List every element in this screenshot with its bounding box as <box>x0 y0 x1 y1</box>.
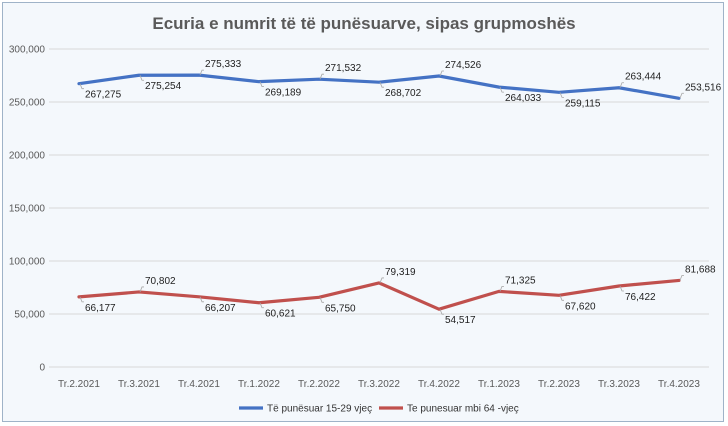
data-label-leader <box>319 297 324 303</box>
legend-label: Te punesuar mbi 64 -vjeç <box>407 404 519 415</box>
x-tick-label: Tr.3.2021 <box>118 379 160 390</box>
data-labels: 267,275 275,254 275,333 269,189 271,532 268,7… <box>79 59 722 326</box>
x-tick-label: Tr.2.2023 <box>538 379 580 390</box>
data-point <box>497 85 501 89</box>
chart-title: Ecuria e numrit të të punësuarve, sipas … <box>152 14 575 33</box>
data-label: 60,621 <box>265 309 296 320</box>
data-label: 267,275 <box>85 90 122 101</box>
data-label: 54,517 <box>445 315 476 326</box>
data-point <box>557 91 561 94</box>
data-label-leader <box>439 70 444 77</box>
data-point <box>437 308 441 311</box>
legend-label: Të punësuar 15-29 vjeç <box>267 404 372 415</box>
data-point <box>377 80 381 84</box>
data-point <box>137 290 141 294</box>
data-point <box>77 82 81 85</box>
data-label: 65,750 <box>325 303 356 314</box>
data-point <box>257 301 261 304</box>
y-tick-label: 100,000 <box>9 257 46 268</box>
data-label: 264,033 <box>505 93 542 104</box>
data-point <box>617 86 621 89</box>
x-tick-label: Tr.1.2022 <box>238 379 280 390</box>
x-tick-label: Tr.4.2021 <box>178 379 220 390</box>
data-label-leader <box>679 92 684 99</box>
data-label-leader <box>139 75 144 81</box>
data-point <box>377 281 381 285</box>
data-label: 263,444 <box>625 72 662 83</box>
data-label-leader <box>79 83 84 90</box>
y-axis-ticks: 0 50,000 100,000 150,000 200,000 250,000 300,0… <box>9 45 46 374</box>
data-point <box>677 279 681 282</box>
data-point <box>197 295 201 299</box>
data-label-leader <box>559 295 564 301</box>
data-point <box>497 290 501 293</box>
data-label: 67,620 <box>565 301 596 312</box>
x-tick-label: Tr.4.2023 <box>658 379 700 390</box>
gridlines <box>49 48 709 368</box>
x-tick-label: Tr.3.2023 <box>598 379 640 390</box>
y-tick-label: 300,000 <box>9 45 46 56</box>
data-label-leader <box>379 277 384 284</box>
data-label-leader <box>199 296 204 303</box>
y-tick-label: 250,000 <box>9 98 46 109</box>
data-label: 66,177 <box>85 303 116 314</box>
data-label: 81,688 <box>685 264 716 275</box>
x-tick-label: Tr.2.2022 <box>298 379 340 390</box>
x-tick-label: Tr.3.2022 <box>358 379 400 390</box>
data-label-leader <box>199 69 204 76</box>
series-lines <box>77 73 681 311</box>
data-label-leader <box>79 296 84 303</box>
data-label: 259,115 <box>565 98 601 109</box>
data-label-leader <box>499 285 504 292</box>
data-point <box>617 284 621 288</box>
data-point <box>77 295 81 299</box>
data-label: 253,516 <box>685 82 722 93</box>
data-label: 71,325 <box>505 275 536 286</box>
legend: Të punësuar 15-29 vjeç Te punesuar mbi 64… <box>239 404 519 415</box>
data-point <box>317 296 321 299</box>
data-label: 275,254 <box>145 81 182 92</box>
x-tick-label: Tr.1.2023 <box>478 379 520 390</box>
data-label-leader <box>559 92 564 98</box>
data-label-leader <box>259 302 264 309</box>
data-label-leader <box>259 81 264 88</box>
y-tick-label: 0 <box>39 363 45 374</box>
data-label: 269,189 <box>265 88 302 99</box>
data-label: 275,333 <box>205 59 242 70</box>
data-label-leader <box>319 73 324 80</box>
data-point <box>137 74 141 77</box>
data-point <box>197 73 201 77</box>
data-label: 268,702 <box>385 88 422 99</box>
x-tick-label: Tr.2.2021 <box>58 379 100 390</box>
data-label-leader <box>439 309 444 315</box>
data-label-leader <box>499 86 504 93</box>
x-tick-label: Tr.4.2022 <box>418 379 460 390</box>
data-label: 79,319 <box>385 267 416 278</box>
y-tick-label: 150,000 <box>9 204 46 215</box>
data-label: 70,802 <box>145 276 176 287</box>
chart-frame: Ecuria e numrit të të punësuarve, sipas … <box>2 2 724 422</box>
y-tick-label: 50,000 <box>14 310 45 321</box>
data-point <box>257 80 261 83</box>
data-label-leader <box>139 286 144 293</box>
line-chart: Ecuria e numrit të të punësuarve, sipas … <box>9 14 722 415</box>
y-tick-label: 200,000 <box>9 151 46 162</box>
data-point <box>437 74 441 78</box>
data-label: 271,532 <box>325 63 362 74</box>
data-label-leader <box>619 285 624 292</box>
data-label-leader <box>379 82 384 88</box>
data-label: 66,207 <box>205 303 236 314</box>
data-label: 274,526 <box>445 60 482 71</box>
data-point <box>557 294 561 297</box>
x-axis-ticks: Tr.2.2021 Tr.3.2021 Tr.4.2021 Tr.1.2022 Tr.2… <box>58 379 700 390</box>
data-label-leader <box>619 82 624 88</box>
data-label: 76,422 <box>625 292 656 303</box>
data-label-leader <box>679 275 684 281</box>
data-point <box>317 77 321 81</box>
data-point <box>677 97 681 100</box>
